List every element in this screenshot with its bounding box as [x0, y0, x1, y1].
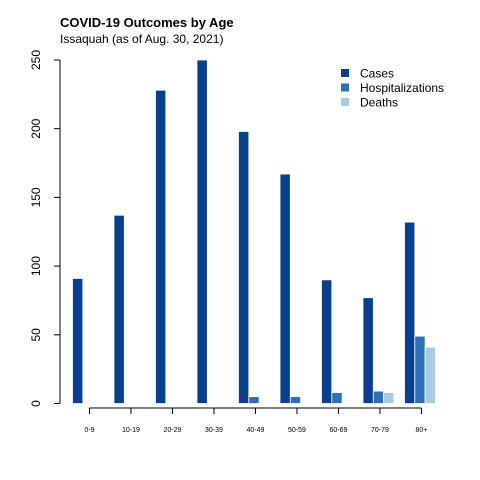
- bar-hospitalizations-40-49: [248, 396, 260, 404]
- bar-hospitalizations-60-69: [331, 392, 343, 404]
- x-tick-label: 40-49: [246, 427, 264, 434]
- x-tick-label: 80+: [416, 427, 428, 434]
- bar-cases-30-39: [196, 59, 208, 404]
- y-tick-label: 200: [29, 118, 43, 138]
- legend-label: Hospitalizations: [360, 81, 444, 95]
- bar-cases-80plus: [404, 221, 416, 404]
- bar-deaths-70-79: [383, 392, 395, 404]
- bar-cases-40-49: [238, 131, 250, 404]
- bar-deaths-80plus: [424, 346, 436, 404]
- legend-label: Cases: [360, 67, 394, 81]
- y-tick-label: 0: [29, 400, 43, 407]
- x-tick-label: 0-9: [84, 427, 94, 434]
- bar-hospitalizations-70-79: [372, 390, 384, 404]
- bars-group: [72, 59, 436, 404]
- legend-swatch: [341, 83, 349, 92]
- x-tick-label: 60-69: [329, 427, 347, 434]
- bar-cases-20-29: [155, 89, 167, 404]
- x-tick-label: 70-79: [371, 427, 389, 434]
- legend-label: Deaths: [360, 96, 398, 110]
- bar-cases-50-59: [279, 173, 291, 404]
- bar-cases-10-19: [113, 214, 125, 404]
- y-tick-label: 100: [29, 256, 43, 276]
- legend-swatch: [341, 98, 349, 106]
- x-axis: 0-9 10-19 20-29 30-39 40-49 50-59 60-69 70-79 80…: [84, 407, 428, 434]
- bar-cases-60-69: [321, 279, 333, 404]
- y-tick-label: 250: [29, 50, 43, 70]
- bar-cases-0-9: [72, 278, 84, 404]
- y-tick-label: 50: [29, 328, 43, 342]
- y-axis: 0 50 100 150 200 250: [29, 50, 61, 407]
- chart-subtitle: Issaquah (as of Aug. 30, 2021): [60, 32, 223, 46]
- x-tick-label: 10-19: [122, 427, 140, 434]
- x-tick-label: 30-39: [205, 427, 223, 434]
- bar-hospitalizations-50-59: [289, 396, 301, 404]
- x-tick-label: 50-59: [288, 427, 306, 434]
- y-tick-label: 150: [29, 187, 43, 207]
- legend-swatch: [341, 69, 349, 77]
- bar-cases-70-79: [362, 297, 374, 404]
- x-tick-label: 20-29: [163, 427, 181, 434]
- bar-hospitalizations-80plus: [414, 335, 426, 404]
- chart-title: COVID-19 Outcomes by Age: [60, 15, 234, 30]
